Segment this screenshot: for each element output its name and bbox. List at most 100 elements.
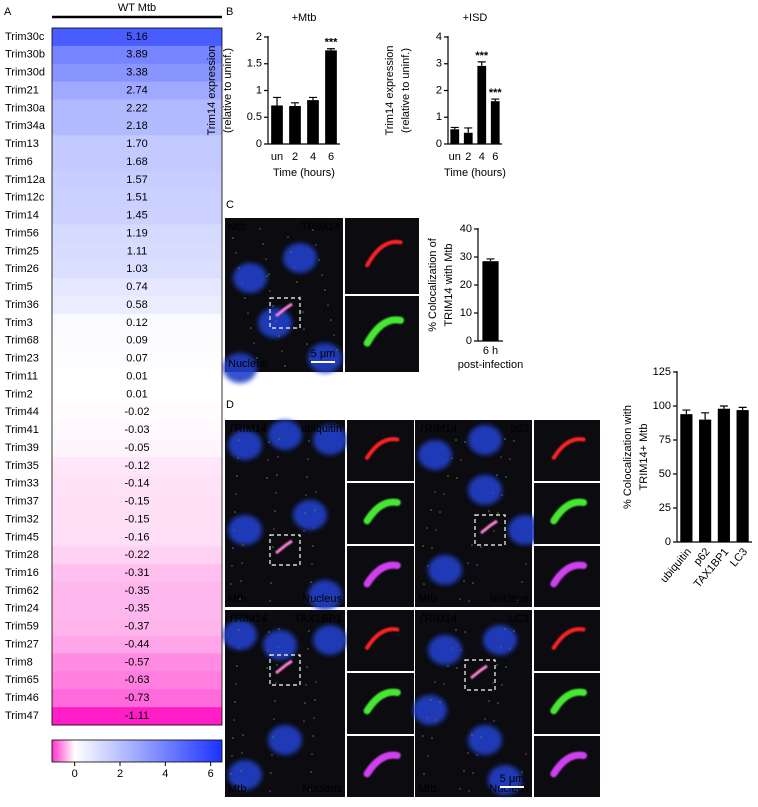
speck: [241, 562, 243, 564]
speck: [501, 684, 503, 686]
speck: [517, 599, 519, 601]
speck: [419, 614, 421, 616]
cell-value: 5.16: [126, 31, 147, 43]
speck: [311, 563, 313, 565]
nucleus: [308, 580, 342, 610]
speck: [269, 790, 271, 792]
speck: [314, 509, 316, 511]
cell-value: -0.16: [124, 531, 149, 543]
x-tick-label: 4: [310, 151, 316, 163]
inset-signal: [363, 561, 401, 588]
channel-label: Nucleus: [302, 593, 342, 605]
channel-label: TRIM14: [228, 423, 267, 435]
cell-value: 1.68: [126, 156, 147, 168]
speck: [447, 665, 449, 667]
speck: [274, 510, 276, 512]
speck: [493, 530, 495, 532]
speck: [513, 440, 515, 442]
speck: [273, 718, 275, 720]
heatmap-cell: [52, 153, 222, 172]
speck: [435, 719, 437, 721]
speck: [500, 456, 502, 458]
y-tick-label: 2: [256, 31, 262, 43]
speck: [306, 343, 308, 345]
speck: [277, 646, 279, 648]
colorbar-tick-label: 6: [208, 768, 214, 780]
speck: [439, 511, 441, 513]
nucleus: [228, 760, 262, 790]
zoom-box: [474, 514, 506, 546]
speck: [237, 457, 239, 459]
speck: [272, 546, 274, 548]
heatmap-cell: [52, 421, 222, 440]
heatmap-cell: [52, 135, 222, 154]
heatmap-cell: [52, 367, 222, 386]
gene-label: Trim65: [5, 674, 39, 686]
speck: [287, 236, 289, 238]
channel-label: Mtb: [228, 221, 246, 233]
inset: [534, 546, 600, 607]
y-tick-label: 30: [460, 251, 472, 263]
speck: [275, 682, 277, 684]
heatmap-cell: [52, 689, 222, 708]
gene-label: Trim33: [5, 478, 39, 490]
speck: [284, 365, 286, 367]
speck: [305, 494, 307, 496]
error-bar: [477, 61, 486, 66]
speck: [278, 628, 280, 630]
speck: [480, 736, 482, 738]
heatmap-cell: [52, 242, 222, 261]
nucleus: [263, 630, 297, 660]
gene-label: Trim25: [5, 245, 39, 257]
bar: [490, 101, 500, 144]
speck: [308, 630, 310, 632]
gene-label: Trim14: [5, 210, 39, 222]
bar: [680, 414, 693, 542]
speck: [268, 441, 270, 443]
speck: [235, 493, 237, 495]
bacterium: [275, 539, 293, 555]
gene-label: Trim39: [5, 442, 39, 454]
gene-label: Trim23: [5, 353, 39, 365]
y-tick-label: 100: [653, 400, 671, 412]
gene-label: Trim12a: [5, 174, 46, 186]
speck: [241, 752, 243, 754]
heatmap-cell: [52, 671, 222, 690]
y-axis-label: % Colocalization with: [622, 405, 634, 509]
y-axis-label: Trim14 expression: [206, 45, 218, 135]
speck: [268, 273, 270, 275]
speck: [427, 565, 429, 567]
y-tick-label: 40: [460, 223, 472, 235]
speck: [330, 319, 332, 321]
significance: ***: [489, 87, 503, 99]
heatmap-cell: [52, 492, 222, 511]
channel-label: Mtb: [228, 593, 246, 605]
speck: [242, 544, 244, 546]
cell-value: 1.57: [126, 174, 147, 186]
speck: [459, 788, 461, 790]
heatmap-cell: [52, 260, 222, 279]
y-axis-label: TRIM14+ Mtb: [638, 424, 650, 491]
bar: [477, 65, 487, 144]
bacterium: [480, 519, 498, 535]
error-bar: [486, 258, 495, 262]
y-tick-label: 0: [256, 138, 262, 150]
speck: [324, 289, 326, 291]
heatmap-cell: [52, 278, 222, 297]
speck: [274, 700, 276, 702]
cell-value: -0.12: [124, 460, 149, 472]
speck: [456, 477, 458, 479]
heatmap-cell: [52, 170, 222, 190]
speck: [310, 581, 312, 583]
colorbar-tick-label: 0: [72, 768, 78, 780]
speck: [303, 328, 305, 330]
y-axis-label: TRIM14 with Mtb: [443, 243, 455, 326]
speck: [238, 629, 240, 631]
heatmap-cell: [52, 224, 222, 243]
gene-label: Trim41: [5, 424, 39, 436]
speck: [313, 527, 315, 529]
speck: [278, 438, 280, 440]
speck: [277, 456, 279, 458]
speck: [303, 720, 305, 722]
